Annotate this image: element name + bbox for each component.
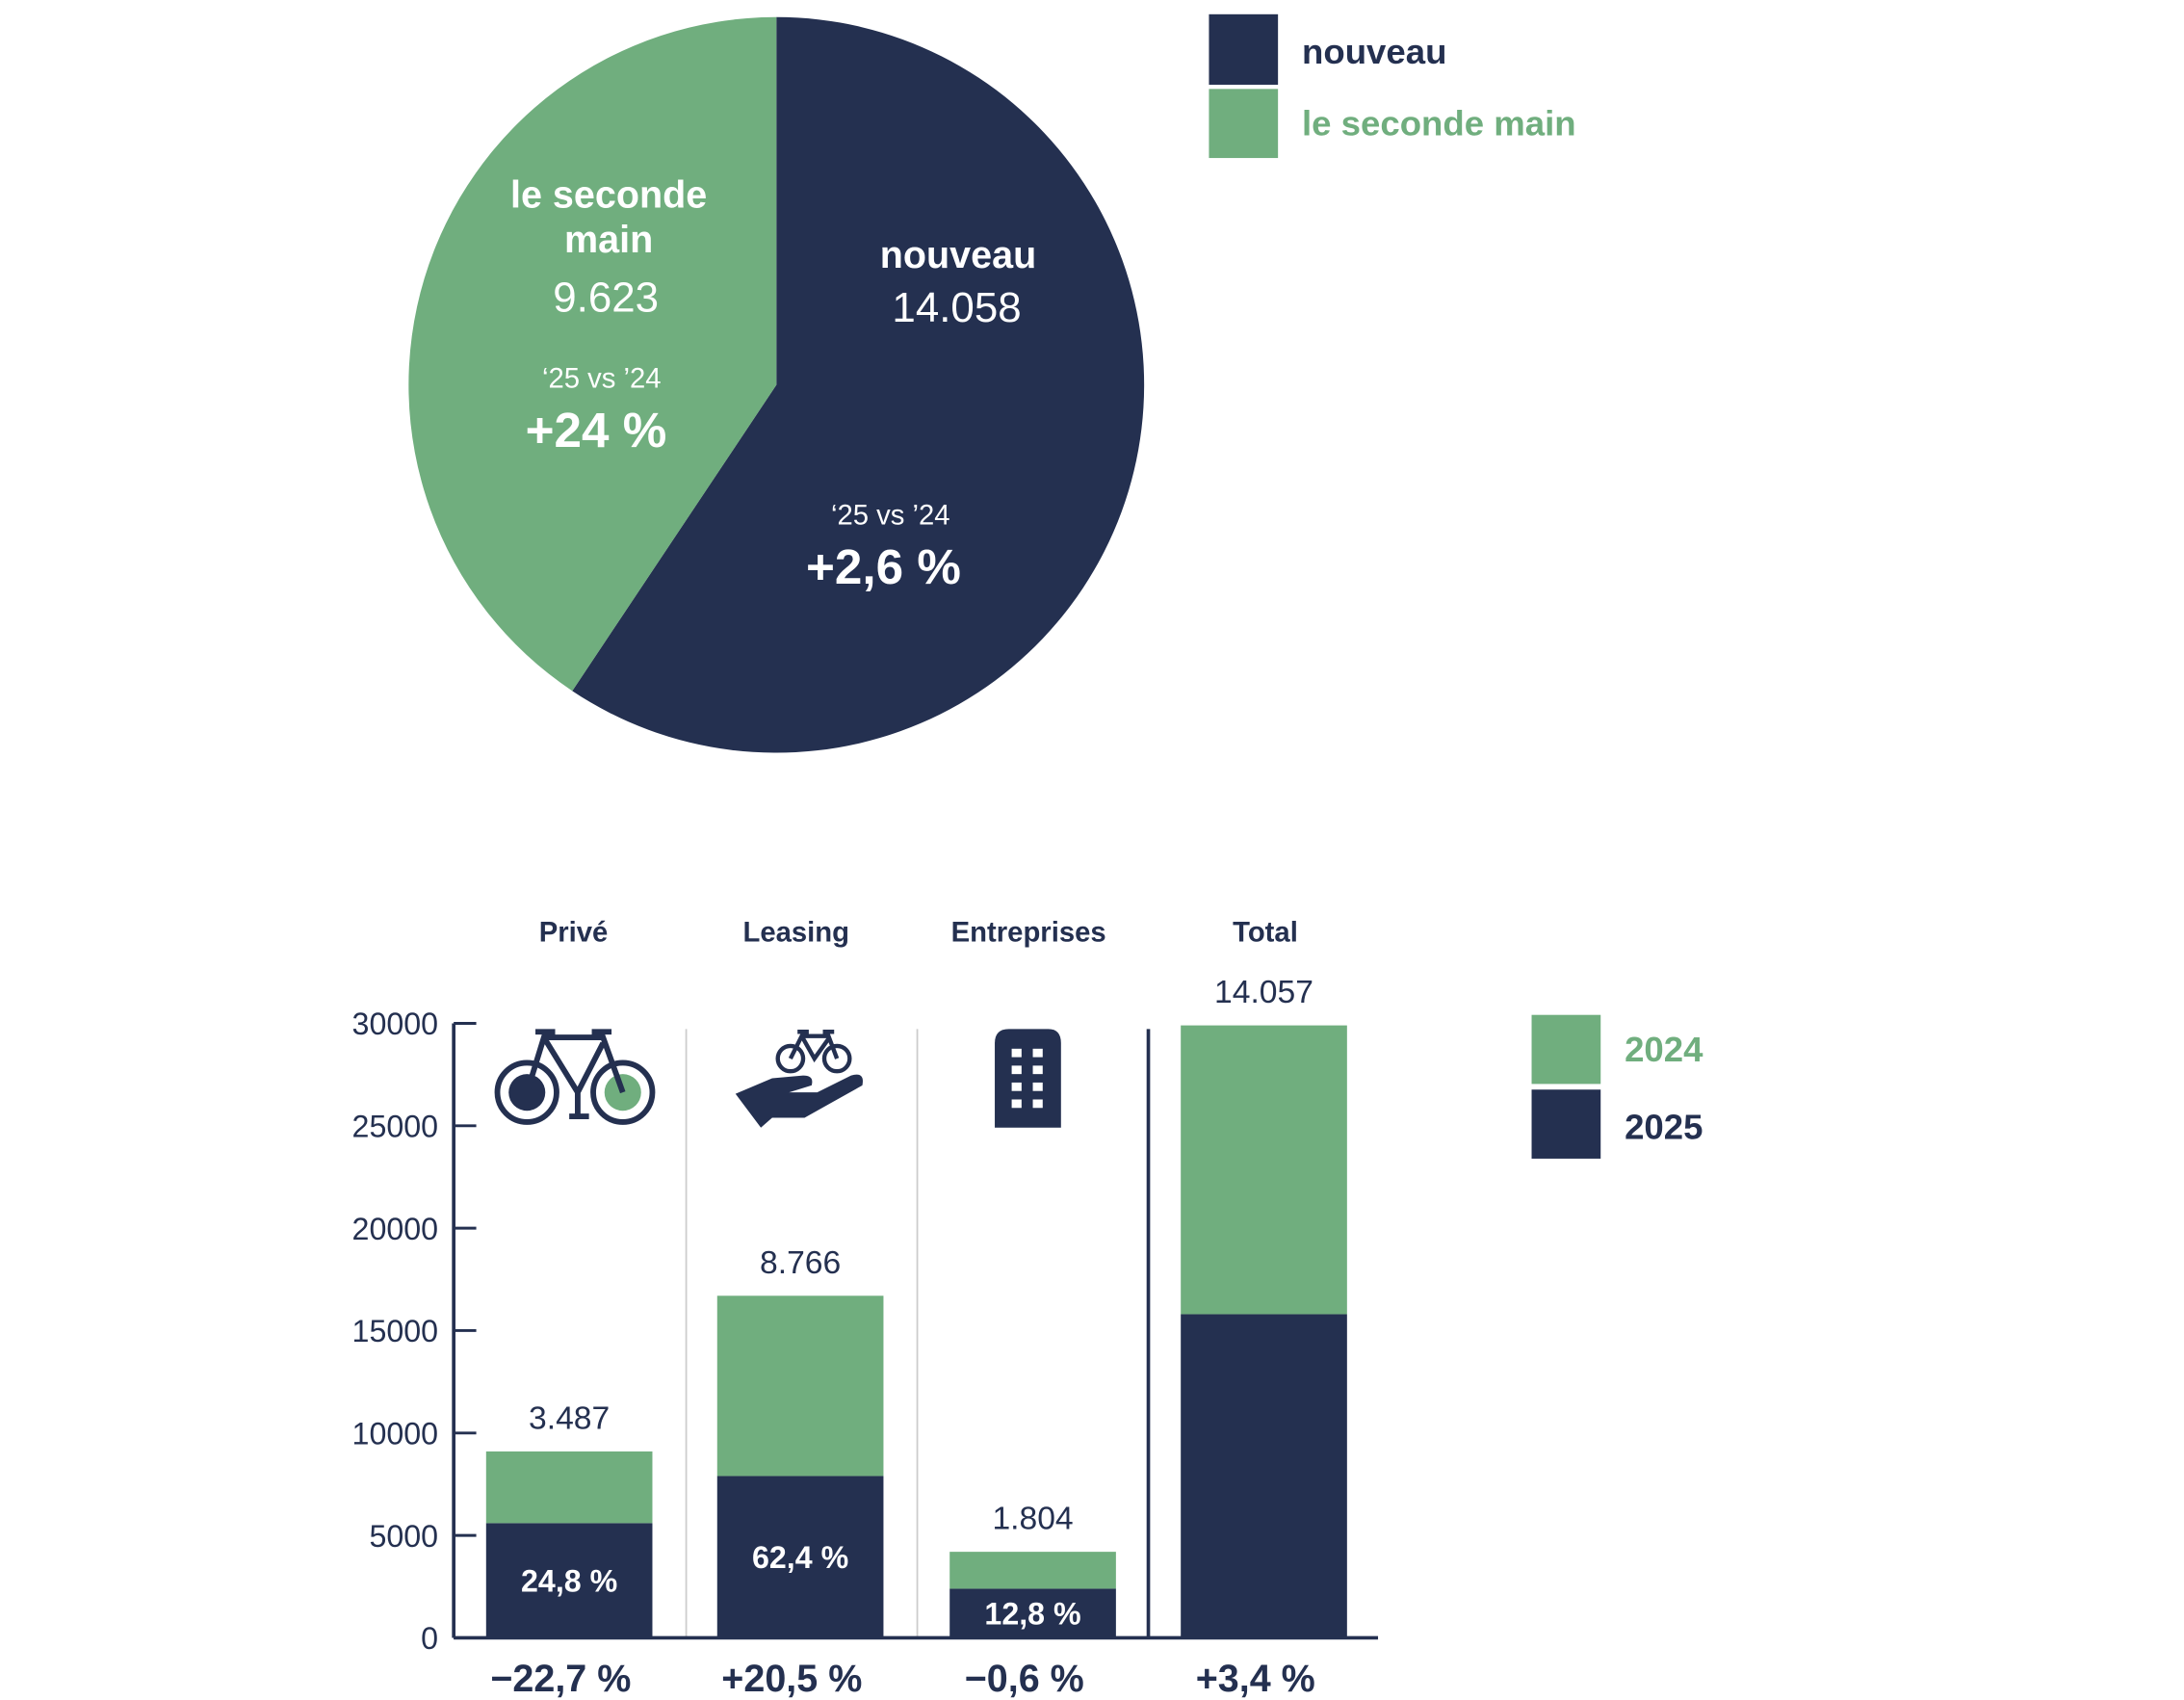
bar-total-label: 14.057 [1214, 975, 1313, 1010]
y-tick-label: 15000 [352, 1314, 439, 1348]
legend-swatch-2024 [1531, 1014, 1601, 1085]
legend-swatch-2025 [1531, 1089, 1601, 1159]
building-icon [995, 1029, 1061, 1128]
pie-legend: nouveau le seconde main [1209, 13, 1576, 159]
y-tick-label: 30000 [352, 1007, 439, 1041]
bar-change-label: −22,7 % [490, 1658, 631, 1700]
legend-label-2025: 2025 [1625, 1107, 1703, 1146]
bar-2025 [949, 1588, 1116, 1638]
y-tick-label: 5000 [369, 1519, 438, 1554]
slice-compare-seconde: ‘25 vs ’24 [542, 364, 662, 395]
bar-share-label: 62,4 % [752, 1540, 848, 1575]
pie-slice [572, 16, 1145, 753]
legend-label-seconde-main: le seconde main [1302, 104, 1576, 144]
bar-total-label: 3.487 [529, 1401, 610, 1437]
bar-total-label: 1.804 [992, 1502, 1073, 1537]
category-label: Leasing [742, 918, 849, 949]
slice-compare-nouveau: ‘25 vs ’24 [831, 500, 950, 531]
category-label: Entreprises [951, 918, 1106, 949]
legend-swatch-nouveau [1209, 13, 1279, 85]
bar-change-label: −0,6 % [965, 1658, 1084, 1700]
pie-labels: le seconde main 9.623 ‘25 vs ’24 +24 % n… [510, 173, 1036, 594]
hand-bicycle-icon [735, 1030, 863, 1128]
slice-change-nouveau: +2,6 % [806, 539, 961, 594]
pie-chart [408, 16, 1145, 753]
slice-label-seconde-line1: le seconde [510, 173, 707, 216]
category-headers: Privé Leasing Entreprises Total [539, 918, 1298, 949]
legend-label-nouveau: nouveau [1302, 32, 1446, 71]
legend-label-2024: 2024 [1625, 1030, 1703, 1069]
bar-total-label: 8.766 [760, 1245, 841, 1281]
y-tick-label: 0 [421, 1621, 438, 1656]
bar-2025 [485, 1523, 653, 1638]
bar-chart: 0 5000 10000 15000 20000 25000 30000 3.487 24,8 … [352, 975, 1379, 1700]
bar-change-label: +3,4 % [1196, 1658, 1315, 1700]
bar-2024 [1181, 1025, 1347, 1315]
bar-legend: 2024 2025 [1531, 1014, 1703, 1159]
bar-2025 [1181, 1314, 1347, 1638]
bar-2025 [716, 1476, 884, 1638]
pie-slice [408, 16, 777, 692]
category-label: Total [1233, 918, 1298, 949]
bicycle-icon [494, 1029, 656, 1125]
slice-value-nouveau: 14.058 [892, 284, 1021, 331]
y-tick-label: 25000 [352, 1110, 439, 1144]
y-tick-label: 20000 [352, 1212, 439, 1246]
slice-change-seconde: +24 % [526, 403, 667, 458]
slice-value-seconde: 9.623 [553, 275, 659, 322]
bar-share-label: 12,8 % [984, 1597, 1080, 1632]
bar-change-label: +20,5 % [721, 1658, 862, 1700]
bar-2024 [949, 1552, 1116, 1589]
y-tick-label: 10000 [352, 1416, 439, 1451]
bar-2024 [485, 1451, 653, 1524]
bar-share-label: 24,8 % [521, 1564, 617, 1599]
slice-label-nouveau: nouveau [880, 234, 1036, 276]
slice-label-seconde-line2: main [564, 219, 653, 261]
bar-2024 [716, 1295, 884, 1477]
legend-swatch-seconde-main [1209, 89, 1279, 159]
category-label: Privé [539, 918, 609, 949]
